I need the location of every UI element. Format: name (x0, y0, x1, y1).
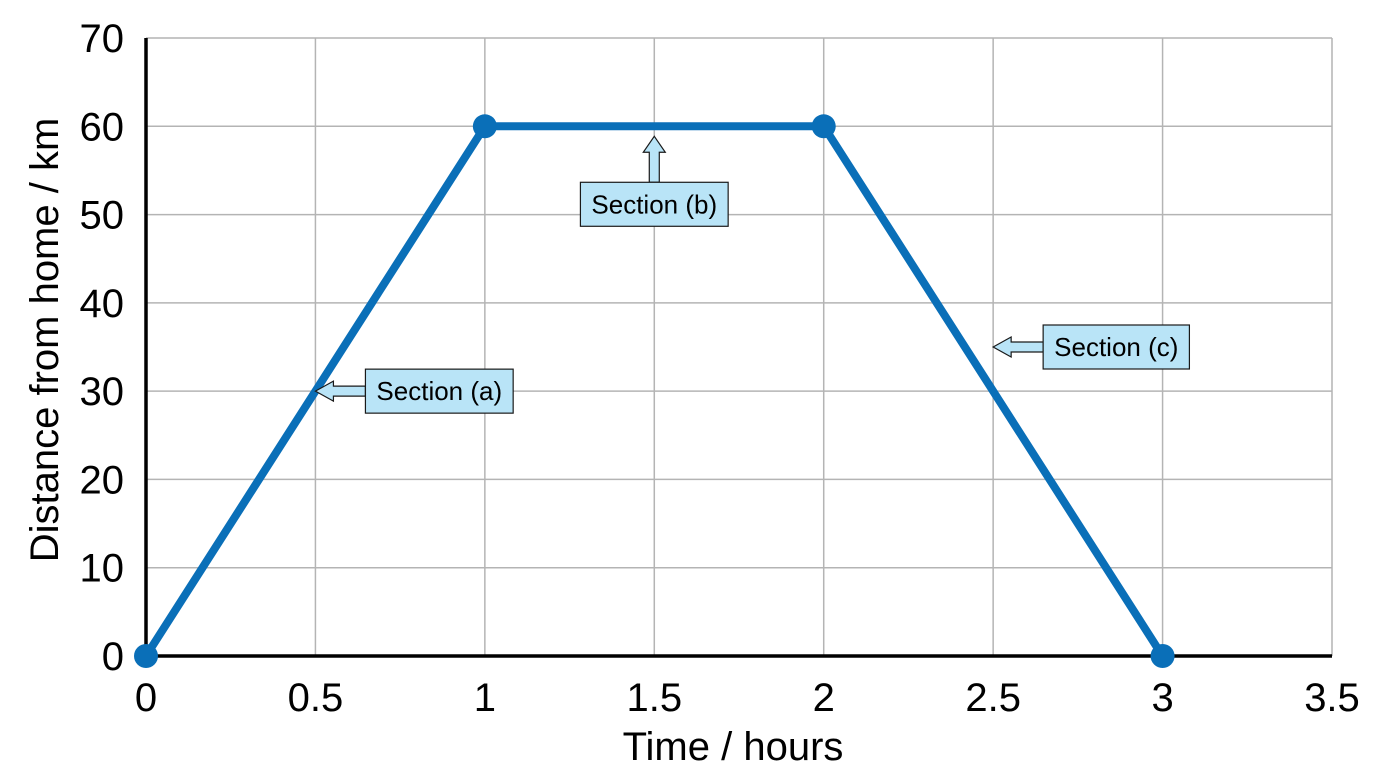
callout-label: Section (a) (376, 376, 502, 406)
y-tick-label: 10 (80, 547, 125, 591)
x-tick-label: 1 (474, 676, 496, 720)
callout-box (364, 368, 514, 414)
callout-label: Section (c) (1054, 332, 1178, 362)
axes (144, 38, 1332, 658)
callout: Section (a) (314, 368, 514, 414)
tick-labels: 0 0.5 1 1.5 2 2.5 3 3.5 0 10 20 30 40 50 60 70 (80, 17, 1360, 720)
callout: Section (b) (579, 135, 729, 227)
data-point (1150, 644, 1175, 668)
x-tick-label: 2 (813, 676, 835, 720)
callout-box (1042, 324, 1191, 370)
x-axis-title: Time / hours (623, 725, 844, 768)
y-tick-label: 40 (80, 282, 125, 326)
callouts: Section (a) Section (b) Section (c) (314, 135, 1191, 414)
y-tick-label: 30 (80, 370, 125, 414)
x-tick-label: 1.5 (626, 676, 682, 720)
x-tick-label: 3 (1151, 676, 1173, 720)
x-tick-label: 2.5 (965, 676, 1021, 720)
y-tick-label: 0 (102, 635, 124, 679)
callout-arrow (642, 135, 667, 183)
y-tick-label: 20 (80, 458, 125, 502)
x-tick-label: 3.5 (1304, 676, 1360, 720)
callout-label: Section (b) (591, 189, 717, 219)
data-point (134, 644, 158, 668)
y-tick-label: 60 (80, 105, 125, 149)
y-tick-label: 50 (80, 194, 125, 238)
x-tick-label: 0.5 (288, 676, 344, 720)
data-point (811, 114, 836, 139)
callout: Section (c) (991, 324, 1191, 370)
callout-box (579, 181, 729, 227)
y-axis-title: Distance from home / km (23, 118, 67, 563)
data-point (472, 114, 497, 139)
callout-arrow (991, 335, 1044, 359)
x-tick-label: 0 (135, 676, 157, 720)
y-tick-label: 70 (80, 17, 125, 61)
